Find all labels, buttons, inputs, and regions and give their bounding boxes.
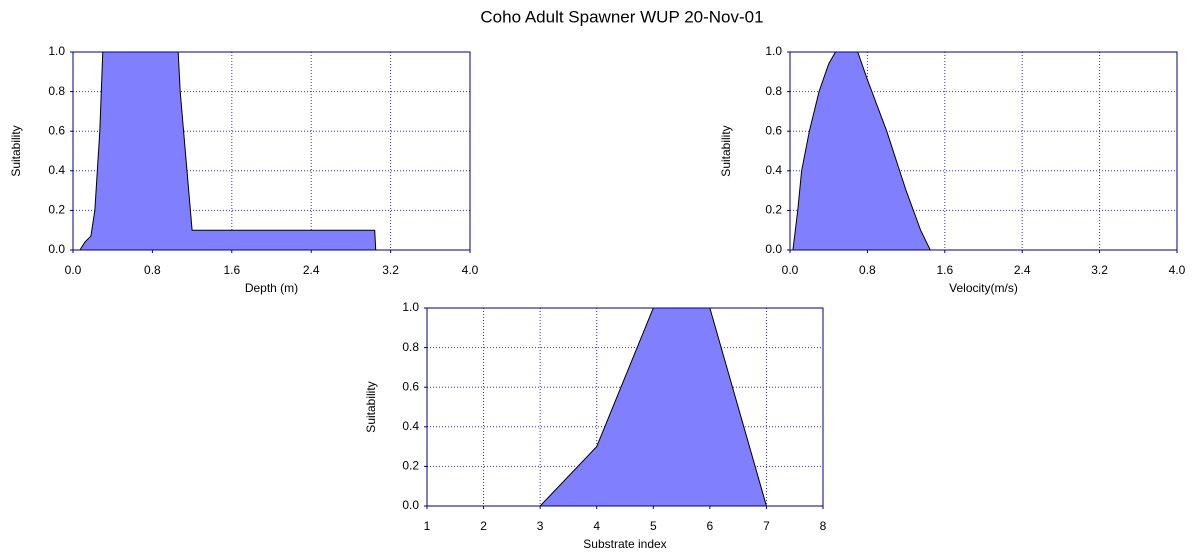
y-tick-label: 0.6 [765,123,782,137]
suitability-area [792,51,932,251]
y-tick-label: 0.6 [402,379,419,393]
y-tick-label: 1.0 [48,44,65,58]
x-tick-label: 1.6 [936,263,953,277]
x-tick-label: 2.4 [303,263,320,277]
y-tick-label: 0.4 [402,419,419,433]
x-tick-label: 4.0 [462,263,479,277]
x-tick-label: 1.6 [223,263,240,277]
suitability-area [427,307,823,507]
y-tick-label: 0.6 [48,123,65,137]
y-tick-label: 0.2 [48,203,65,217]
y-tick-label: 1.0 [402,300,419,314]
subplot: 0.0 0.2 0.4 0.6 0.8 1.0 0.0 0.8 1.6 2.4 3.2 4.0 Dept… [9,44,478,295]
y-tick-label: 0.8 [48,84,65,98]
x-tick-label: 4 [593,519,600,533]
y-tick-label: 0.4 [765,163,782,177]
y-tick-label: 0.0 [48,242,65,256]
y-tick-label: 1.0 [765,44,782,58]
y-tick-label: 0.0 [765,242,782,256]
x-tick-label: 0.0 [65,263,82,277]
x-tick-label: 5 [650,519,657,533]
x-tick-label: 1 [424,519,431,533]
y-axis-label: Suitability [719,125,733,176]
x-tick-label: 0.8 [144,263,161,277]
x-tick-label: 3.2 [1091,263,1108,277]
x-axis-label: Velocity(m/s) [949,281,1018,295]
x-tick-label: 8 [820,519,827,533]
x-tick-label: 3 [537,519,544,533]
y-tick-label: 0.2 [765,203,782,217]
plot-frame [789,51,1178,251]
x-tick-label: 6 [707,519,714,533]
x-tick-label: 7 [763,519,770,533]
x-tick-label: 0.0 [782,263,799,277]
y-tick-label: 0.4 [48,163,65,177]
subplot: 0.0 0.2 0.4 0.6 0.8 1.0 1 2 3 4 5 6 7 8 Substrate inde… [364,300,826,551]
x-tick-label: 2.4 [1014,263,1031,277]
x-tick-label: 2 [480,519,487,533]
x-axis-label: Substrate index [583,537,666,551]
plot-frame [72,51,471,251]
y-axis-label: Suitability [364,381,378,432]
y-tick-label: 0.0 [402,498,419,512]
x-axis-label: Depth (m) [245,281,298,295]
suitability-area [73,51,377,251]
y-axis-label: Suitability [9,125,23,176]
figure-title: Coho Adult Spawner WUP 20-Nov-01 [480,7,763,26]
y-tick-label: 0.2 [402,459,419,473]
x-tick-label: 4.0 [1169,263,1186,277]
x-tick-label: 3.2 [382,263,399,277]
subplot: 0.0 0.2 0.4 0.6 0.8 1.0 0.0 0.8 1.6 2.4 3.2 4.0 Velo… [719,44,1185,295]
y-tick-label: 0.8 [402,340,419,354]
y-tick-label: 0.8 [765,84,782,98]
plot-frame [426,307,824,507]
x-tick-label: 0.8 [859,263,876,277]
